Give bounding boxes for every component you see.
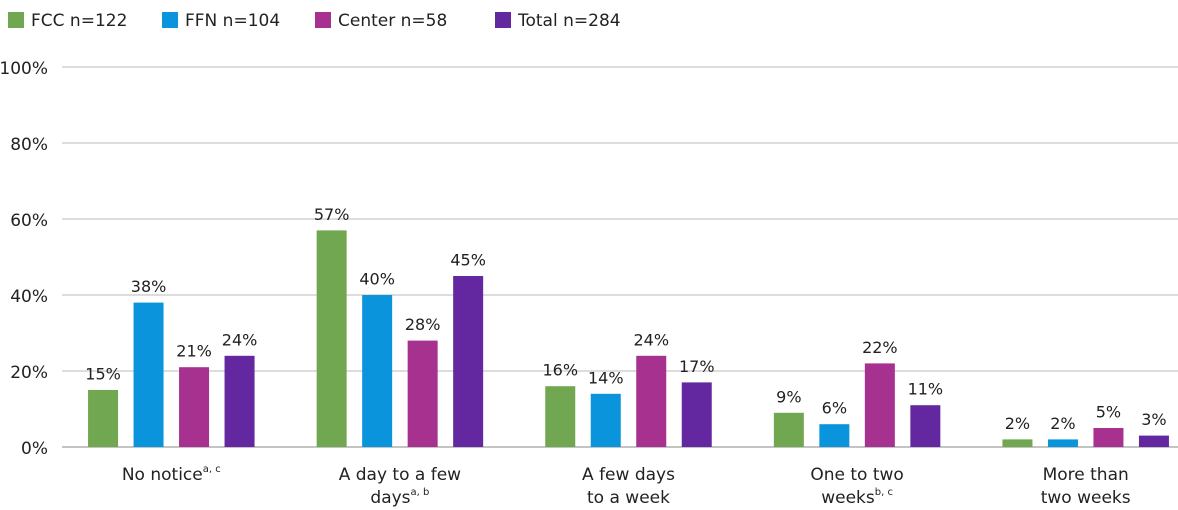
bar	[590, 393, 621, 447]
bar	[545, 386, 576, 447]
legend-label: Total n=284	[517, 11, 621, 31]
bar	[819, 424, 850, 447]
legend-swatch	[315, 12, 331, 28]
x-tick-label: No noticea, c	[122, 464, 221, 485]
y-tick-label: 60%	[10, 211, 48, 231]
x-tick-label-text: A day to a few	[339, 465, 461, 485]
x-tick-label: A few days	[582, 465, 675, 485]
x-tick-label-text: days	[370, 488, 410, 508]
bar	[636, 355, 667, 447]
x-tick-label-text: More than	[1043, 465, 1129, 485]
x-tick-label: two weeks	[1041, 488, 1131, 508]
x-tick-note: a, b	[411, 487, 430, 498]
value-label: 45%	[450, 251, 486, 270]
value-label: 24%	[633, 330, 669, 349]
bar	[1138, 435, 1169, 447]
legend-swatch	[162, 12, 178, 28]
x-tick-label-text: One to two	[810, 465, 903, 485]
bar	[1093, 428, 1124, 447]
legend-label: FCC n=122	[31, 11, 127, 31]
value-label: 38%	[131, 277, 167, 296]
x-tick-label-text: to a week	[587, 488, 670, 508]
bar	[88, 390, 119, 447]
value-label: 6%	[822, 399, 847, 418]
legend-swatch	[495, 12, 511, 28]
value-label: 3%	[1141, 410, 1166, 429]
value-label: 2%	[1050, 414, 1075, 433]
x-tick-label: daysa, b	[370, 487, 429, 508]
y-tick-label: 20%	[10, 363, 48, 383]
bar	[224, 355, 255, 447]
value-label: 5%	[1096, 403, 1121, 422]
x-tick-label-text: No notice	[122, 465, 203, 485]
value-label: 17%	[679, 357, 715, 376]
x-tick-label-text: A few days	[582, 465, 675, 485]
bar	[910, 405, 941, 447]
value-label: 57%	[314, 205, 350, 224]
bar	[864, 363, 895, 447]
bar	[316, 230, 347, 447]
value-label: 16%	[542, 361, 578, 380]
value-label: 28%	[405, 315, 441, 334]
value-label: 21%	[176, 342, 212, 361]
y-tick-label: 0%	[21, 439, 48, 459]
x-tick-note: a, c	[203, 464, 221, 475]
x-tick-label: to a week	[587, 488, 670, 508]
x-tick-label-text: weeks	[821, 488, 875, 508]
value-label: 9%	[776, 387, 801, 406]
y-tick-label: 100%	[0, 59, 48, 79]
value-label: 2%	[1005, 414, 1030, 433]
bar	[773, 412, 804, 447]
bar	[1002, 439, 1033, 447]
value-label: 40%	[359, 270, 395, 289]
bar	[453, 276, 484, 447]
x-tick-label-text: two weeks	[1041, 488, 1131, 508]
bar	[133, 302, 164, 447]
value-label: 14%	[588, 368, 624, 387]
bar	[179, 367, 210, 447]
x-tick-label: A day to a few	[339, 465, 461, 485]
value-label: 11%	[908, 380, 944, 399]
bar	[407, 340, 438, 447]
legend-swatch	[8, 12, 24, 28]
x-tick-label: One to two	[810, 465, 903, 485]
bar	[1047, 439, 1078, 447]
x-tick-label: weeksb, c	[821, 487, 893, 508]
bar	[362, 295, 393, 447]
y-tick-label: 40%	[10, 287, 48, 307]
legend-label: Center n=58	[338, 11, 447, 31]
y-tick-label: 80%	[10, 135, 48, 155]
value-label: 15%	[85, 365, 121, 384]
bar	[681, 382, 712, 447]
x-tick-note: b, c	[875, 487, 893, 498]
legend-label: FFN n=104	[185, 11, 280, 31]
x-tick-label: More than	[1043, 465, 1129, 485]
value-label: 24%	[222, 330, 258, 349]
value-label: 22%	[862, 338, 898, 357]
